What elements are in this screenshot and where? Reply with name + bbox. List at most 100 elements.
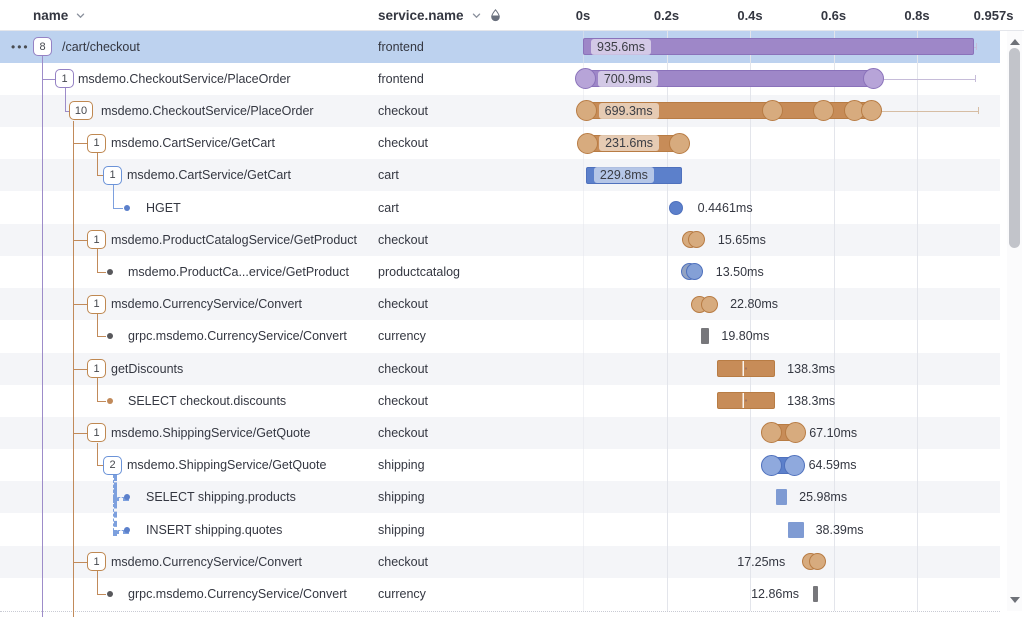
- span-name[interactable]: getDiscounts: [111, 361, 184, 376]
- span-name[interactable]: SELECT checkout.discounts: [128, 393, 287, 408]
- whisker-end-tick: [975, 75, 977, 83]
- scrollbar-thumb[interactable]: [1009, 48, 1020, 248]
- span-count-badge[interactable]: 8: [33, 37, 52, 57]
- duration-bar[interactable]: [717, 360, 776, 378]
- span-link-circle: [762, 100, 784, 122]
- name-column-label: name: [33, 7, 69, 23]
- timeline-gridline: [666, 30, 668, 611]
- more-actions-dots[interactable]: •••: [11, 39, 30, 54]
- table-row[interactable]: grpc.msdemo.CurrencyService/Convert curre…: [0, 577, 1000, 611]
- row-background: [0, 223, 1000, 256]
- table-row[interactable]: msdemo.ProductCa...ervice/GetProduct prod…: [0, 255, 1000, 289]
- service-name: checkout: [378, 393, 429, 408]
- span-count-badge[interactable]: 1: [87, 423, 106, 443]
- service-name: checkout: [378, 297, 429, 312]
- duration-bar[interactable]: [787, 521, 804, 538]
- span-name[interactable]: msdemo.ShippingService/GetQuote: [111, 425, 311, 440]
- table-row[interactable]: 1 msdemo.ShippingService/GetQuote checkout…: [0, 416, 1000, 450]
- span-name[interactable]: HGET: [146, 200, 181, 215]
- span-count-badge[interactable]: 1: [87, 552, 106, 572]
- scroll-up-arrow-icon[interactable]: [1010, 39, 1020, 45]
- table-row[interactable]: HGET cart 0.4461ms: [0, 191, 1000, 224]
- column-header-service-name[interactable]: service.name: [378, 0, 502, 30]
- duration-label: 700.9ms: [597, 70, 658, 87]
- span-count-badge[interactable]: 1: [87, 294, 106, 314]
- tree-elbow-horizontal: [96, 400, 106, 402]
- span-count-badge[interactable]: 2: [103, 455, 122, 475]
- table-row[interactable]: 1 msdemo.CurrencyService/Convert checkout 2…: [0, 288, 1000, 321]
- table-row[interactable]: 1 msdemo.CheckoutService/PlaceOrder fronte…: [0, 62, 1000, 95]
- span-name[interactable]: msdemo.CurrencyService/Convert: [111, 297, 303, 312]
- duration-label: 19.80ms: [721, 329, 770, 344]
- span-name[interactable]: msdemo.CheckoutService/PlaceOrder: [78, 71, 291, 86]
- table-row[interactable]: 10 msdemo.CheckoutService/PlaceOrder check…: [0, 94, 1000, 128]
- duration-label: 67.10ms: [809, 425, 858, 440]
- table-row[interactable]: 1 msdemo.CartService/GetCart checkout 231.6…: [0, 127, 1000, 160]
- span-leaf-dot: [107, 397, 113, 404]
- span-name[interactable]: INSERT shipping.quotes: [146, 522, 283, 537]
- span-event-circle[interactable]: [686, 263, 704, 281]
- span-link-circle: [863, 68, 885, 90]
- span-count-badge[interactable]: 1: [87, 230, 106, 250]
- span-name[interactable]: msdemo.CartService/GetCart: [127, 168, 291, 183]
- table-row[interactable]: 1 msdemo.CurrencyService/Convert checkout 1…: [0, 545, 1000, 578]
- duration-bar[interactable]: [583, 38, 974, 56]
- span-event-circle[interactable]: [700, 295, 718, 313]
- table-row[interactable]: grpc.msdemo.CurrencyService/Convert curre…: [0, 320, 1000, 353]
- column-header-name[interactable]: name: [33, 0, 86, 30]
- span-event-circle[interactable]: [688, 231, 706, 249]
- tree-elbow-horizontal: [96, 336, 106, 338]
- span-count-badge[interactable]: 1: [103, 165, 122, 185]
- table-row[interactable]: 1 msdemo.CartService/GetCart cart 229.8ms: [0, 159, 1000, 192]
- service-name: checkout: [378, 136, 429, 151]
- row-background: [0, 481, 1000, 514]
- span-count-badge[interactable]: 1: [87, 359, 106, 379]
- row-background: [0, 159, 1000, 192]
- scroll-down-arrow-icon[interactable]: [1010, 597, 1020, 603]
- span-link-circle: [812, 100, 834, 122]
- span-leaf-dot: [124, 494, 130, 501]
- span-leaf-dot: [124, 526, 130, 533]
- table-row[interactable]: SELECT shipping.products shipping 25.98ms: [0, 481, 1000, 514]
- time-tick-0s: 0s: [575, 7, 591, 23]
- span-name[interactable]: msdemo.CartService/GetCart: [111, 136, 275, 151]
- span-name[interactable]: grpc.msdemo.CurrencyService/Convert: [128, 586, 347, 601]
- span-count-badge[interactable]: 1: [55, 69, 74, 89]
- span-count-badge[interactable]: 10: [69, 101, 93, 121]
- span-name[interactable]: /cart/checkout: [62, 39, 140, 54]
- span-name[interactable]: grpc.msdemo.CurrencyService/Convert: [128, 329, 347, 344]
- table-row[interactable]: 1 msdemo.ProductCatalogService/GetProduct…: [0, 223, 1000, 256]
- water-drop-icon[interactable]: [489, 8, 502, 22]
- tree-elbow-horizontal: [96, 175, 103, 177]
- span-count-badge[interactable]: 1: [87, 133, 106, 153]
- duration-bar[interactable]: [717, 392, 776, 410]
- service-name: checkout: [378, 232, 429, 247]
- duration-bar[interactable]: [813, 585, 819, 602]
- duration-label: 25.98ms: [799, 490, 848, 505]
- span-event-circle[interactable]: [808, 553, 826, 571]
- tree-branch-stub: [73, 368, 87, 370]
- service-name: shipping: [378, 522, 425, 537]
- span-name[interactable]: msdemo.ShippingService/GetQuote: [127, 458, 327, 473]
- table-row[interactable]: 1 getDiscounts checkout 138.3ms: [0, 352, 1000, 385]
- duration-bar[interactable]: [776, 489, 788, 506]
- table-row[interactable]: ••• 8/cart/checkout frontend 935.6ms: [0, 30, 1000, 63]
- duration-label: 22.80ms: [730, 297, 779, 312]
- row-background: [0, 255, 1000, 289]
- span-event-circle[interactable]: [668, 200, 683, 215]
- span-name[interactable]: msdemo.CheckoutService/PlaceOrder: [101, 103, 314, 118]
- span-name[interactable]: SELECT shipping.products: [146, 490, 296, 505]
- table-row[interactable]: INSERT shipping.quotes shipping 38.39ms: [0, 513, 1000, 546]
- table-row[interactable]: SELECT checkout.discounts checkout 138.3ms: [0, 384, 1000, 417]
- span-link-circle: [576, 132, 598, 154]
- span-name[interactable]: msdemo.CurrencyService/Convert: [111, 554, 303, 569]
- span-name[interactable]: msdemo.ProductCa...ervice/GetProduct: [128, 264, 349, 279]
- span-name[interactable]: msdemo.ProductCatalogService/GetProduct: [111, 232, 357, 247]
- row-background: [0, 320, 1000, 353]
- table-row[interactable]: 2 msdemo.ShippingService/GetQuote shipping…: [0, 449, 1000, 482]
- time-tick-0.8s: 0.8s: [904, 7, 930, 23]
- vertical-scrollbar[interactable]: [1007, 31, 1022, 611]
- duration-bar[interactable]: [701, 328, 710, 345]
- row-background: [0, 191, 1000, 224]
